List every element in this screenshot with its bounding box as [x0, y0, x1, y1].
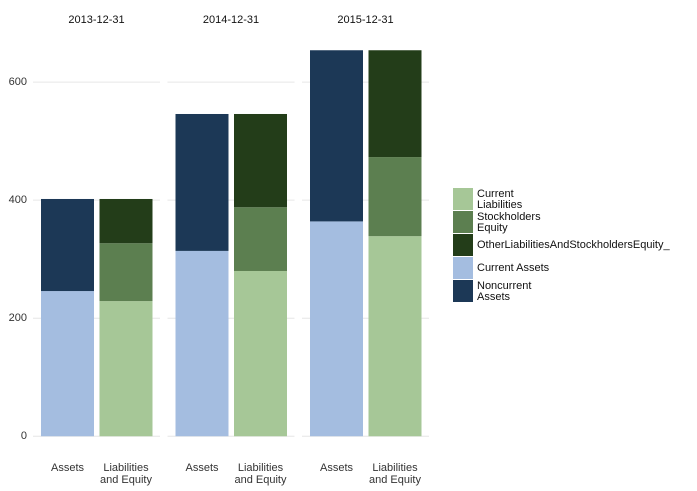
legend-swatch: [453, 211, 473, 233]
y-tick-label: 200: [9, 312, 27, 324]
bar-segment: [368, 236, 422, 437]
legend-swatch: [453, 257, 473, 279]
bar-segment: [99, 243, 153, 302]
x-tick-label: Liabilities and Equity: [235, 462, 287, 486]
bar-segment: [99, 198, 153, 244]
legend-swatch: [453, 280, 473, 302]
bar-segment: [234, 270, 287, 437]
bar-segment: [310, 50, 363, 222]
bar-segment: [41, 291, 94, 437]
bar-segment: [368, 157, 422, 237]
x-tick-label: Assets: [185, 462, 219, 474]
legend-label: Noncurrent Assets: [477, 280, 531, 303]
bar-segment: [234, 113, 287, 208]
legend-label: Stockholders Equity: [477, 211, 541, 234]
bar-segment: [234, 207, 287, 271]
y-tick-label: 400: [9, 194, 27, 206]
x-tick-label: Assets: [51, 462, 85, 474]
bar-segment: [368, 50, 422, 158]
legend-label: OtherLiabilitiesAndStockholdersEquity_: [477, 239, 670, 251]
facet-title: 2015-12-31: [337, 14, 393, 26]
x-tick-label: Liabilities and Equity: [100, 462, 152, 486]
bar-segment: [175, 250, 229, 437]
facet-title: 2013-12-31: [68, 14, 124, 26]
legend-swatch: [453, 188, 473, 210]
x-tick-label: Liabilities and Equity: [369, 462, 421, 486]
legend-label: Current Assets: [477, 262, 550, 274]
bar-segment: [99, 301, 153, 437]
bar-segment: [310, 221, 363, 437]
y-tick-label: 600: [9, 76, 27, 88]
legend-swatch: [453, 234, 473, 256]
bar-segment: [41, 198, 94, 292]
y-tick-label: 0: [21, 430, 27, 442]
bar-segment: [175, 113, 229, 251]
x-tick-label: Assets: [320, 462, 354, 474]
facet-title: 2014-12-31: [203, 14, 259, 26]
legend-label: Current Liabilities: [477, 188, 523, 211]
